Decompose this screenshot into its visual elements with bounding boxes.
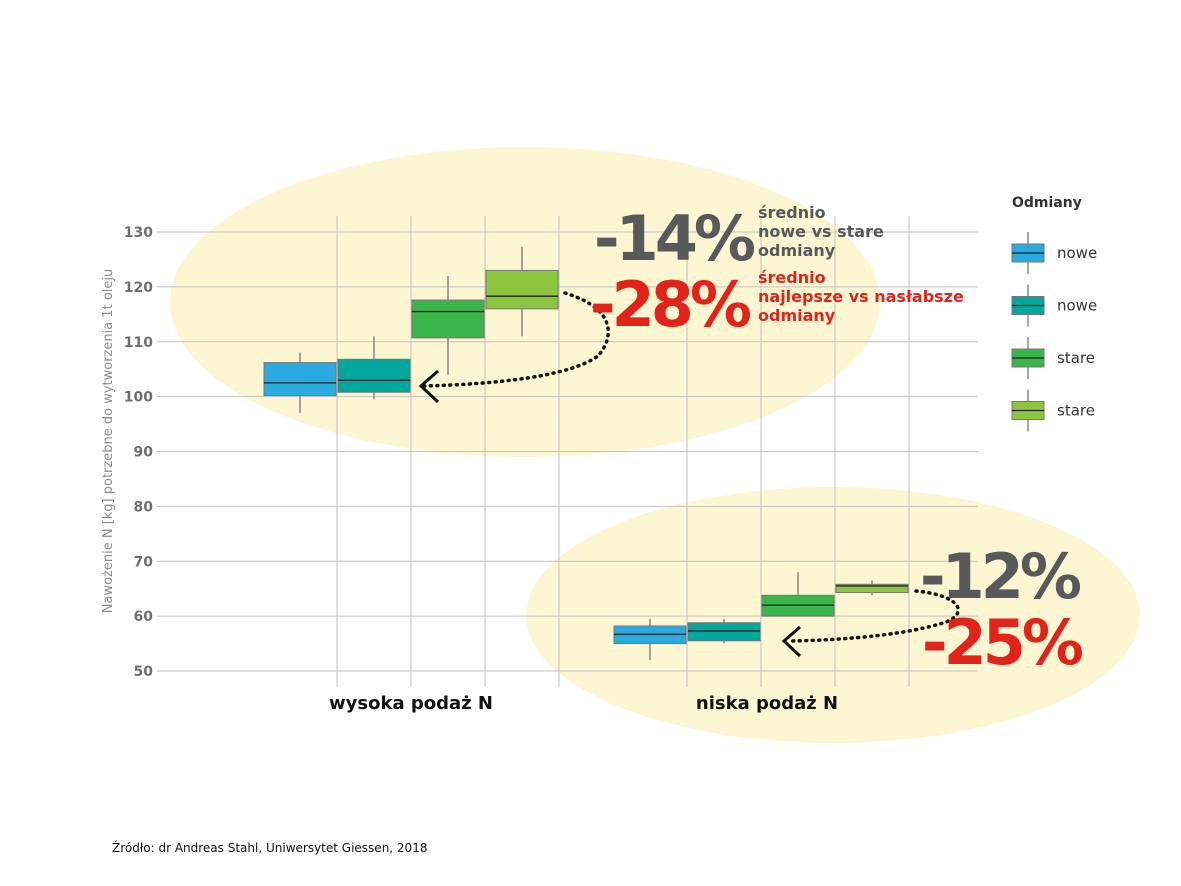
box-nowe-2-group-1 bbox=[337, 336, 411, 400]
box-body bbox=[411, 299, 485, 339]
category-label-low: niska podaż N bbox=[696, 693, 838, 714]
arrow-low bbox=[788, 589, 960, 643]
legend-item-3: stare bbox=[1011, 337, 1095, 379]
grid bbox=[157, 216, 978, 687]
legend-label: nowe bbox=[1057, 297, 1097, 315]
legend-label: stare bbox=[1057, 402, 1095, 420]
avg-note-line-2: nowe vs stare bbox=[758, 222, 884, 241]
box-body bbox=[835, 583, 909, 594]
box-body bbox=[485, 269, 559, 310]
y-tick-label: 70 bbox=[134, 554, 154, 570]
source-note: Źródło: dr Andreas Stahl, Uniwersytet Gi… bbox=[112, 840, 427, 855]
box-body bbox=[337, 358, 411, 393]
box-stare-3-group-1 bbox=[411, 275, 485, 375]
best-note-line-2: najlepsze vs nasłabsze bbox=[758, 287, 964, 306]
box-stare-3-group-2 bbox=[761, 572, 835, 617]
y-axis-label: Nawożenie N [kg] potrzebne do wytworzeni… bbox=[101, 269, 116, 613]
y-tick-label: 100 bbox=[124, 390, 153, 406]
pct-avg-high: -14% bbox=[594, 202, 755, 275]
y-tick-label: 110 bbox=[124, 335, 153, 351]
y-tick-label: 130 bbox=[124, 225, 153, 241]
arrow-high bbox=[422, 291, 610, 388]
avg-note-line-1: średnio bbox=[758, 203, 826, 222]
pct-best-low: -25% bbox=[922, 606, 1083, 679]
legend-item-2: nowe bbox=[1011, 284, 1097, 327]
boxes bbox=[263, 246, 909, 661]
legend-label: nowe bbox=[1057, 244, 1097, 262]
category-label-high: wysoka podaż N bbox=[329, 693, 493, 714]
legend: nowe nowe stare stare bbox=[1011, 232, 1097, 432]
best-note-line-3: odmiany bbox=[758, 306, 836, 325]
legend-title: Odmiany bbox=[1012, 195, 1082, 211]
box-nowe-2-group-2 bbox=[687, 618, 761, 644]
box-stare-4-group-1 bbox=[485, 246, 559, 337]
box-body bbox=[263, 362, 337, 397]
box-stare-4-group-2 bbox=[835, 580, 909, 596]
y-tick-label: 120 bbox=[124, 280, 153, 296]
arrowhead-high-icon bbox=[418, 369, 440, 404]
box-nowe-1-group-1 bbox=[263, 352, 337, 414]
legend-label: stare bbox=[1057, 349, 1095, 367]
y-tick-labels: 50 60 70 80 90 100 110 120 130 bbox=[124, 225, 153, 680]
legend-item-1: nowe bbox=[1011, 232, 1097, 274]
box-body bbox=[687, 622, 761, 642]
pct-avg-low: -12% bbox=[920, 540, 1081, 613]
best-note-line-1: średnio bbox=[758, 268, 826, 287]
avg-note-line-3: odmiany bbox=[758, 241, 836, 260]
pct-best-high: -28% bbox=[590, 268, 751, 341]
y-tick-label: 60 bbox=[134, 609, 154, 625]
legend-item-4: stare bbox=[1011, 389, 1095, 432]
box-nowe-1-group-2 bbox=[613, 618, 687, 661]
y-tick-label: 50 bbox=[134, 664, 154, 680]
y-tick-label: 90 bbox=[134, 445, 154, 461]
y-tick-label: 80 bbox=[134, 499, 154, 515]
arrowhead-low-icon bbox=[781, 625, 802, 658]
